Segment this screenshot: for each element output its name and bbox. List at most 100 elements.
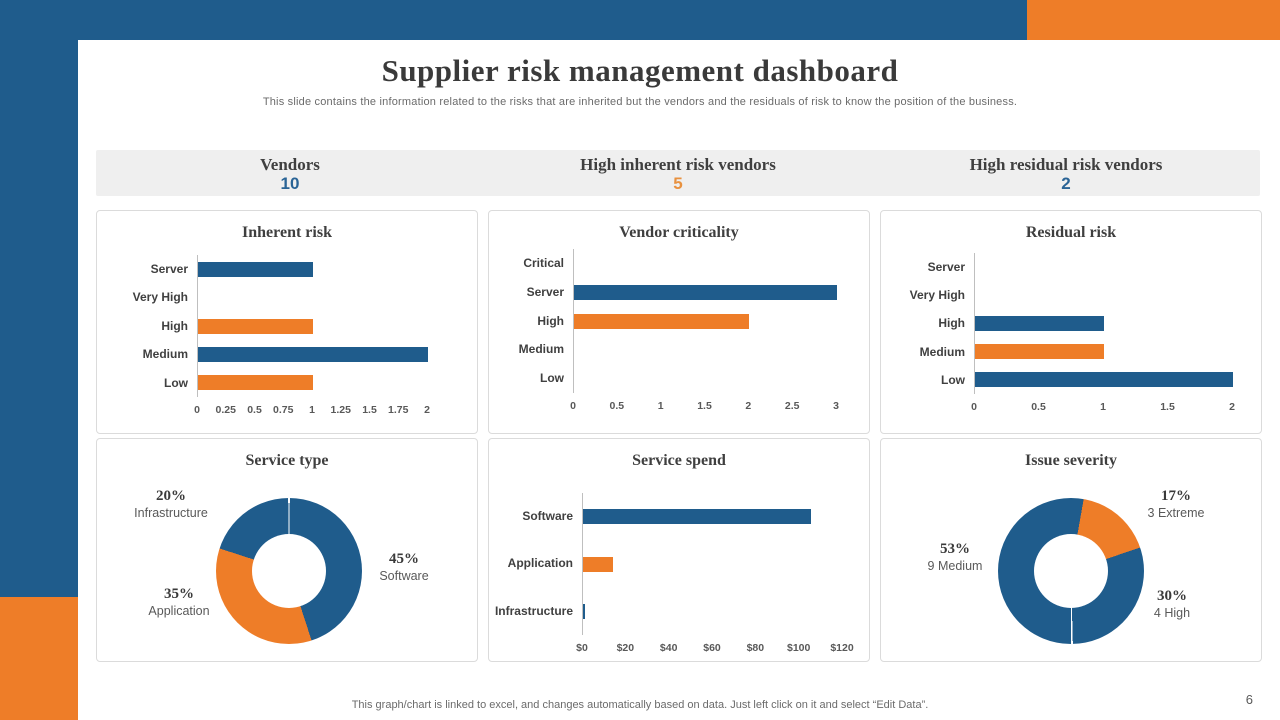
category-label: Server (150, 262, 188, 276)
bar-software (583, 509, 811, 525)
axis-line (974, 253, 975, 394)
tick-label: 0.5 (247, 404, 262, 416)
callout-percent: 17% (1161, 488, 1191, 504)
tick-label: 0 (194, 404, 200, 416)
tick-label: 3 (833, 400, 839, 412)
issue-severity-chart: 17% 3 Extreme 53% 9 Medium 30% 4 High (881, 439, 1259, 659)
axis-line (573, 249, 574, 393)
tick-label: 2.5 (784, 400, 800, 412)
kpi-band: Vendors 10 High inherent risk vendors 5 … (96, 150, 1260, 196)
left-sidebar-orange-accent (0, 597, 78, 720)
tick-label: 1 (309, 404, 315, 416)
bar-medium (975, 344, 1104, 360)
chart-card-service-type: Service type 20% Infrastructure 35% Appl… (96, 438, 478, 662)
page-title: Supplier risk management dashboard (381, 53, 899, 88)
kpi-label: High residual risk vendors (969, 155, 1163, 174)
tick-label: 1.5 (697, 400, 712, 412)
tick-label: 2 (745, 400, 752, 412)
vendor-criticality-chart: Critical Server High Medium Low 0 0.5 1 1.5 2 2.5 3 (489, 211, 867, 431)
chart-card-inherent-risk: Server Very High High Medium Low 0 0.25 0.5 0.75… (96, 210, 478, 434)
callout-name: Software (379, 568, 429, 583)
bar-server (574, 284, 837, 300)
tick-label: 2 (1229, 401, 1235, 413)
tick-label: 0.5 (1031, 401, 1046, 413)
tick-label: 0.25 (215, 404, 236, 416)
tick-label: $120 (830, 642, 854, 654)
kpi-value: 10 (280, 174, 300, 193)
bar-high (198, 318, 313, 334)
kpi-value: 5 (673, 174, 683, 193)
bar-server (198, 261, 313, 277)
callout-name: Application (148, 603, 210, 618)
tick-label: 2 (424, 404, 430, 416)
chart-title: Inherent risk (242, 224, 332, 241)
top-band-blue (0, 0, 1027, 40)
donut-callout-software: 45% Software (344, 550, 464, 584)
category-label: Medium (518, 342, 564, 357)
category-label: Medium (142, 347, 188, 362)
tick-label: 0 (570, 400, 576, 412)
callout-percent: 30% (1157, 588, 1187, 604)
axis-line (197, 255, 198, 397)
service-type-chart: 20% Infrastructure 35% Application 45% S… (97, 439, 475, 659)
callout-percent: 35% (164, 586, 194, 602)
inherent-risk-chart: Server Very High High Medium Low 0 0.25 0.5 0.75… (97, 211, 475, 431)
callout-name: 4 High (1153, 605, 1191, 620)
callout-percent: 20% (156, 488, 186, 504)
kpi-high-inherent-risk-vendors: High inherent risk vendors 5 (484, 150, 872, 196)
tick-label: 0.75 (273, 404, 294, 416)
callout-percent: 53% (940, 541, 970, 557)
bar-medium (198, 346, 428, 362)
issue-severity-donut (998, 498, 1144, 644)
category-label: Low (941, 372, 965, 387)
donut-callout-medium: 53% 9 Medium (895, 540, 1015, 574)
category-label: Very High (132, 290, 188, 305)
chart-title: Vendor criticality (619, 224, 739, 241)
bar-low (198, 375, 313, 391)
tick-label: $60 (703, 642, 721, 654)
kpi-high-residual-risk-vendors: High residual risk vendors 2 (872, 150, 1260, 196)
tick-label: $100 (786, 642, 811, 654)
category-label: High (537, 313, 564, 328)
category-label: High (938, 316, 965, 331)
tick-label: $0 (576, 642, 588, 654)
chart-card-residual-risk: Server Very High High Medium Low 0 0.5 1 1.5 2 Re… (880, 210, 1262, 434)
category-label: Critical (523, 256, 564, 270)
callout-name: Infrastructure (134, 505, 208, 520)
page-subtitle: This slide contains the information rela… (262, 96, 1018, 108)
bar-application (583, 556, 614, 572)
left-sidebar-blue (0, 0, 78, 597)
axis-line (582, 493, 583, 635)
service-spend-chart: Software Application Infrastructure $0 $20 $4… (489, 439, 867, 659)
chart-title: Issue severity (1025, 452, 1117, 469)
service-type-donut (216, 498, 362, 644)
bar-high (574, 313, 750, 329)
chart-card-vendor-criticality: Critical Server High Medium Low 0 0.5 1 1.5 2 2.5 3… (488, 210, 870, 434)
tick-label: 1 (657, 400, 664, 412)
category-label: Infrastructure (494, 603, 573, 618)
tick-label: $40 (659, 642, 678, 654)
tick-label: 1.25 (330, 404, 351, 416)
chart-title: Service spend (632, 452, 726, 469)
category-label: Low (540, 371, 564, 386)
kpi-label: High inherent risk vendors (580, 155, 776, 174)
category-label: Application (507, 556, 573, 571)
kpi-vendors: Vendors 10 (96, 150, 484, 196)
category-label: High (161, 318, 188, 333)
tick-label: 1.5 (362, 404, 377, 416)
tick-label: $80 (746, 642, 765, 654)
kpi-value: 2 (1061, 174, 1071, 193)
callout-name: 9 Medium (927, 558, 983, 573)
category-label: Server (927, 260, 965, 274)
category-label: Software (522, 509, 573, 523)
chart-card-service-spend: Software Application Infrastructure $0 $20 $4… (488, 438, 870, 662)
tick-label: 0.5 (609, 400, 625, 412)
donut-callout-application: 35% Application (119, 585, 239, 619)
kpi-label: Vendors (260, 155, 320, 174)
donut-callout-high: 30% 4 High (1112, 587, 1232, 621)
callout-name: 3 Extreme (1147, 505, 1205, 520)
bar-low (975, 372, 1233, 388)
bar-infrastructure (583, 603, 586, 619)
donut-callout-extreme: 17% 3 Extreme (1116, 487, 1236, 521)
category-label: Very High (909, 288, 965, 303)
